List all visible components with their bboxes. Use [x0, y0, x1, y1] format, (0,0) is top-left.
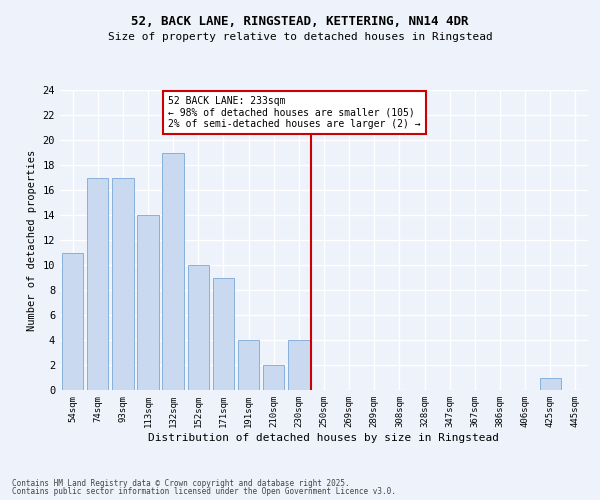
Bar — [238, 340, 259, 390]
Text: Size of property relative to detached houses in Ringstead: Size of property relative to detached ho… — [107, 32, 493, 42]
Text: 52, BACK LANE, RINGSTEAD, KETTERING, NN14 4DR: 52, BACK LANE, RINGSTEAD, KETTERING, NN1… — [131, 15, 469, 28]
Text: Contains HM Land Registry data © Crown copyright and database right 2025.: Contains HM Land Registry data © Crown c… — [12, 478, 350, 488]
Bar — [188, 265, 209, 390]
Text: Contains public sector information licensed under the Open Government Licence v3: Contains public sector information licen… — [12, 487, 396, 496]
Bar — [112, 178, 134, 390]
Bar — [288, 340, 310, 390]
X-axis label: Distribution of detached houses by size in Ringstead: Distribution of detached houses by size … — [149, 432, 499, 442]
Bar — [163, 152, 184, 390]
Bar — [62, 252, 83, 390]
Bar — [87, 178, 109, 390]
Bar — [539, 378, 561, 390]
Bar — [213, 278, 234, 390]
Y-axis label: Number of detached properties: Number of detached properties — [27, 150, 37, 330]
Bar — [137, 215, 158, 390]
Text: 52 BACK LANE: 233sqm
← 98% of detached houses are smaller (105)
2% of semi-detac: 52 BACK LANE: 233sqm ← 98% of detached h… — [168, 96, 421, 130]
Bar — [263, 365, 284, 390]
